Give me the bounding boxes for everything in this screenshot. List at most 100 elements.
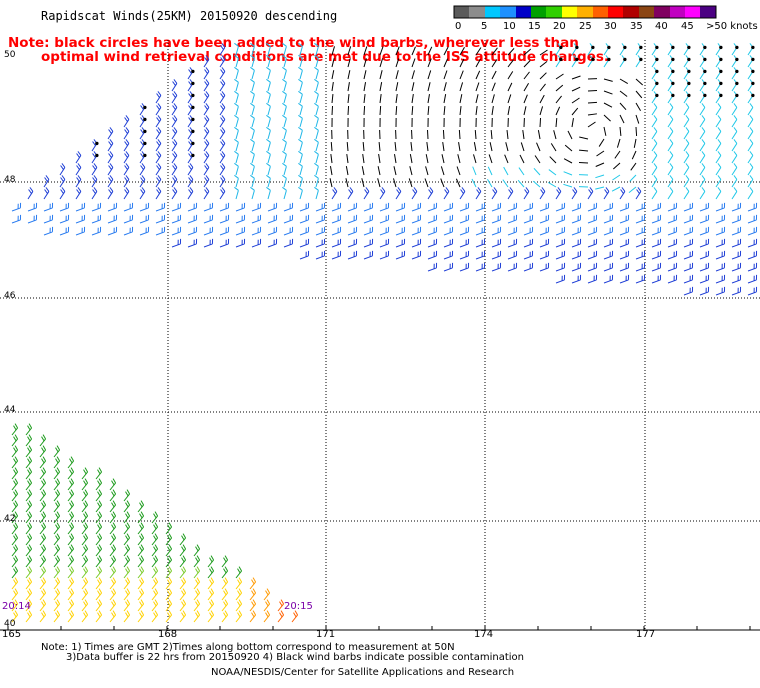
wind-barb [155, 187, 162, 200]
wind-barb [283, 238, 294, 248]
wind-barb [91, 175, 98, 188]
wind-barb [11, 533, 19, 546]
wind-barb [377, 166, 381, 176]
wind-barb [165, 566, 173, 579]
wind-barb [747, 115, 754, 128]
wind-barb [187, 187, 194, 200]
wind-barb [123, 187, 130, 200]
wind-barb [548, 181, 557, 188]
wind-barb [731, 238, 742, 248]
wind-barb [179, 599, 187, 612]
wind-barb [25, 456, 33, 469]
wind-barb [699, 214, 710, 224]
legend-color-cell [500, 6, 516, 18]
wind-barb [443, 94, 447, 104]
wind-barb [393, 166, 397, 176]
wind-barb [179, 610, 187, 623]
wind-barb [75, 214, 86, 224]
wind-barb [603, 238, 614, 248]
wind-barb [587, 43, 595, 56]
wind-barb [715, 274, 726, 284]
wind-barb [171, 187, 178, 200]
wind-barb [139, 214, 150, 224]
wind-barb [731, 151, 738, 164]
wind-barb [314, 126, 319, 140]
wind-barb [491, 94, 495, 104]
wind-barb [395, 226, 406, 236]
wind-barb [395, 238, 406, 248]
wind-barb [203, 238, 214, 248]
wind-barb [715, 187, 722, 200]
wind-barb [263, 610, 271, 623]
wind-barb [266, 42, 271, 56]
wind-barb [221, 566, 229, 579]
wind-barb [11, 202, 22, 212]
wind-barb [187, 103, 195, 116]
wind-barb [731, 91, 739, 104]
wind-barb [683, 139, 690, 152]
wind-barb [731, 67, 739, 80]
wind-barb [427, 262, 438, 272]
wind-barb [151, 533, 159, 546]
wind-barb [151, 555, 159, 568]
wind-barb [507, 226, 518, 236]
wind-barb [651, 226, 662, 236]
wind-barb [378, 154, 381, 164]
wind-barb [137, 588, 145, 601]
wind-barb [219, 175, 226, 188]
wind-barb [459, 46, 465, 56]
wind-barb [603, 202, 614, 212]
legend-color-cell [515, 6, 532, 18]
wind-barb [651, 127, 658, 140]
wind-barb [539, 202, 550, 212]
wind-barb [298, 54, 303, 68]
wind-barb [555, 262, 566, 272]
wind-barb [555, 274, 566, 284]
wind-barb [67, 566, 75, 579]
wind-barb [747, 175, 754, 188]
wind-barb [731, 139, 738, 152]
wind-barb [179, 577, 187, 590]
wind-barb [395, 58, 400, 68]
wind-barb [67, 610, 75, 623]
wind-barb [523, 187, 530, 200]
wind-barb [651, 79, 659, 92]
legend-label-0: 0 [455, 21, 462, 32]
wind-barb [123, 139, 130, 152]
wind-barb [555, 238, 566, 248]
wind-barb [667, 250, 678, 260]
wind-barb [266, 78, 271, 92]
wind-barb [426, 142, 429, 152]
wind-barb [491, 250, 502, 260]
wind-barb [219, 115, 226, 128]
wind-barb [523, 82, 530, 92]
wind-barb [427, 82, 431, 92]
wind-barb [506, 129, 509, 140]
wind-barb [539, 61, 548, 68]
wind-barb [532, 180, 541, 188]
wind-barb [139, 151, 147, 164]
wind-barb [234, 186, 239, 200]
wind-barb [11, 566, 19, 579]
wind-barb [699, 187, 706, 200]
wind-barb [283, 214, 294, 224]
wind-barb [81, 478, 89, 491]
lon-label-171: 171 [316, 629, 336, 640]
wind-barb [459, 226, 470, 236]
wind-barb [555, 73, 564, 80]
wind-barb [473, 142, 477, 152]
wind-barb [81, 577, 89, 590]
wind-barb [683, 163, 690, 176]
wind-barb [81, 588, 89, 601]
wind-barb [203, 67, 210, 80]
wind-barb [683, 67, 691, 80]
wind-barb [475, 70, 481, 80]
wind-barb [715, 214, 726, 224]
wind-barb [699, 238, 710, 248]
wind-barb [59, 214, 70, 224]
wind-barb [250, 66, 255, 80]
wind-barb [25, 500, 33, 513]
wind-barb [203, 115, 210, 128]
wind-barb [298, 150, 303, 164]
wind-barb [109, 555, 117, 568]
